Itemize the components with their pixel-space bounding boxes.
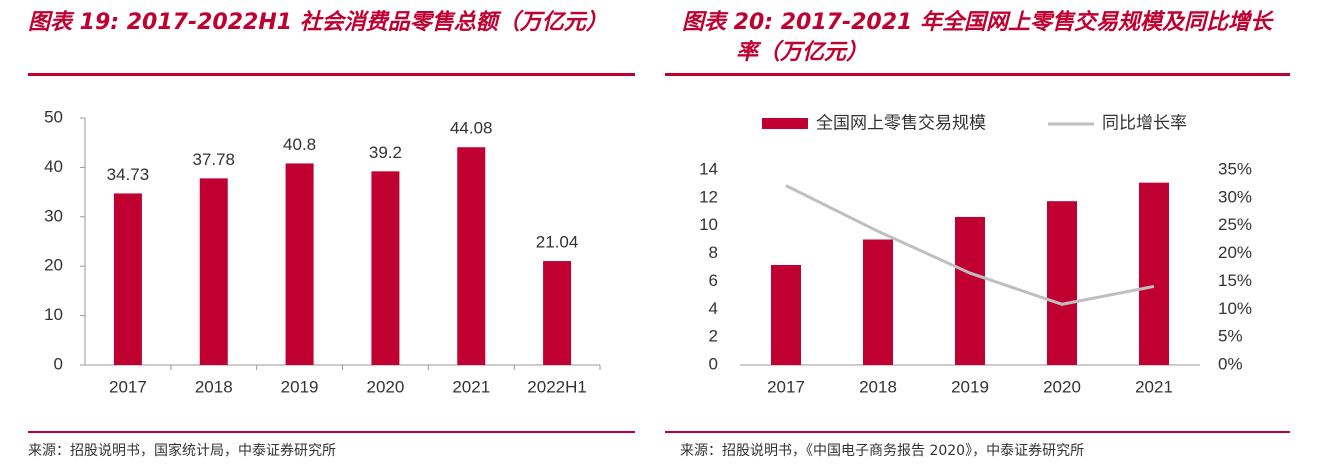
bar <box>199 178 228 365</box>
y2-tick-label: 20% <box>1218 243 1252 262</box>
bar <box>543 261 572 365</box>
x-tick-label: 2020 <box>1043 377 1081 396</box>
bar <box>457 147 486 365</box>
y-tick-label: 30 <box>44 206 63 225</box>
legend-label: 同比增长率 <box>1102 113 1187 132</box>
legend-swatch <box>762 118 808 129</box>
data-label: 21.04 <box>536 233 579 252</box>
data-label: 44.08 <box>450 119 493 138</box>
x-tick-label: 2021 <box>1135 377 1173 396</box>
data-label: 39.2 <box>369 143 402 162</box>
y2-tick-label: 35% <box>1218 159 1252 178</box>
chart-title: 图表 20: 2017-2021 年全国网上零售交易规模及同比增长率（万亿元） <box>682 10 1272 65</box>
bar <box>371 171 400 365</box>
rule <box>665 73 1290 76</box>
rule <box>28 73 635 76</box>
y2-tick-label: 0% <box>1218 354 1243 373</box>
x-tick-label: 2019 <box>281 377 319 396</box>
y-tick-label: 0 <box>709 354 718 373</box>
bar <box>771 264 801 365</box>
y-tick-label: 50 <box>44 107 63 126</box>
x-tick-label: 2017 <box>767 377 805 396</box>
y-tick-label: 6 <box>709 271 718 290</box>
x-tick-label: 2019 <box>951 377 989 396</box>
y-tick-label: 14 <box>699 159 718 178</box>
x-tick-label: 2018 <box>195 377 233 396</box>
y2-tick-label: 5% <box>1218 327 1243 346</box>
y-tick-label: 10 <box>44 305 63 324</box>
legend-label: 全国网上零售交易规模 <box>816 113 986 132</box>
rule <box>28 431 635 433</box>
source: 来源：招股说明书，《中国电子商务报告 2020》，中泰证券研究所 <box>680 443 1085 459</box>
data-label: 34.73 <box>107 165 150 184</box>
y-tick-label: 12 <box>699 187 718 206</box>
y2-tick-label: 25% <box>1218 215 1252 234</box>
x-tick-label: 2021 <box>452 377 490 396</box>
y2-tick-label: 30% <box>1218 187 1252 206</box>
source: 来源：招股说明书，国家统计局，中泰证券研究所 <box>28 443 336 459</box>
bar <box>285 163 314 365</box>
y-tick-label: 10 <box>699 215 718 234</box>
bar <box>1047 201 1077 365</box>
y2-tick-label: 10% <box>1218 299 1252 318</box>
data-label: 40.8 <box>283 135 316 154</box>
data-label: 37.78 <box>192 150 235 169</box>
y-tick-label: 8 <box>709 243 718 262</box>
rule <box>665 431 1290 433</box>
bar <box>955 216 985 365</box>
y-tick-label: 0 <box>54 354 63 373</box>
x-tick-label: 2020 <box>367 377 405 396</box>
bar <box>1139 182 1169 365</box>
y-tick-label: 20 <box>44 256 63 275</box>
bar <box>863 239 893 365</box>
y-tick-label: 40 <box>44 157 63 176</box>
y2-tick-label: 15% <box>1218 271 1252 290</box>
bar <box>113 193 142 365</box>
x-tick-label: 2017 <box>109 377 147 396</box>
y-tick-label: 4 <box>709 299 718 318</box>
x-tick-label: 2022H1 <box>527 377 587 396</box>
y-tick-label: 2 <box>709 327 718 346</box>
chart-title: 图表 19: 2017-2022H1 社会消费品零售总额（万亿元） <box>28 10 608 35</box>
x-tick-label: 2018 <box>859 377 897 396</box>
line <box>785 184 1155 306</box>
